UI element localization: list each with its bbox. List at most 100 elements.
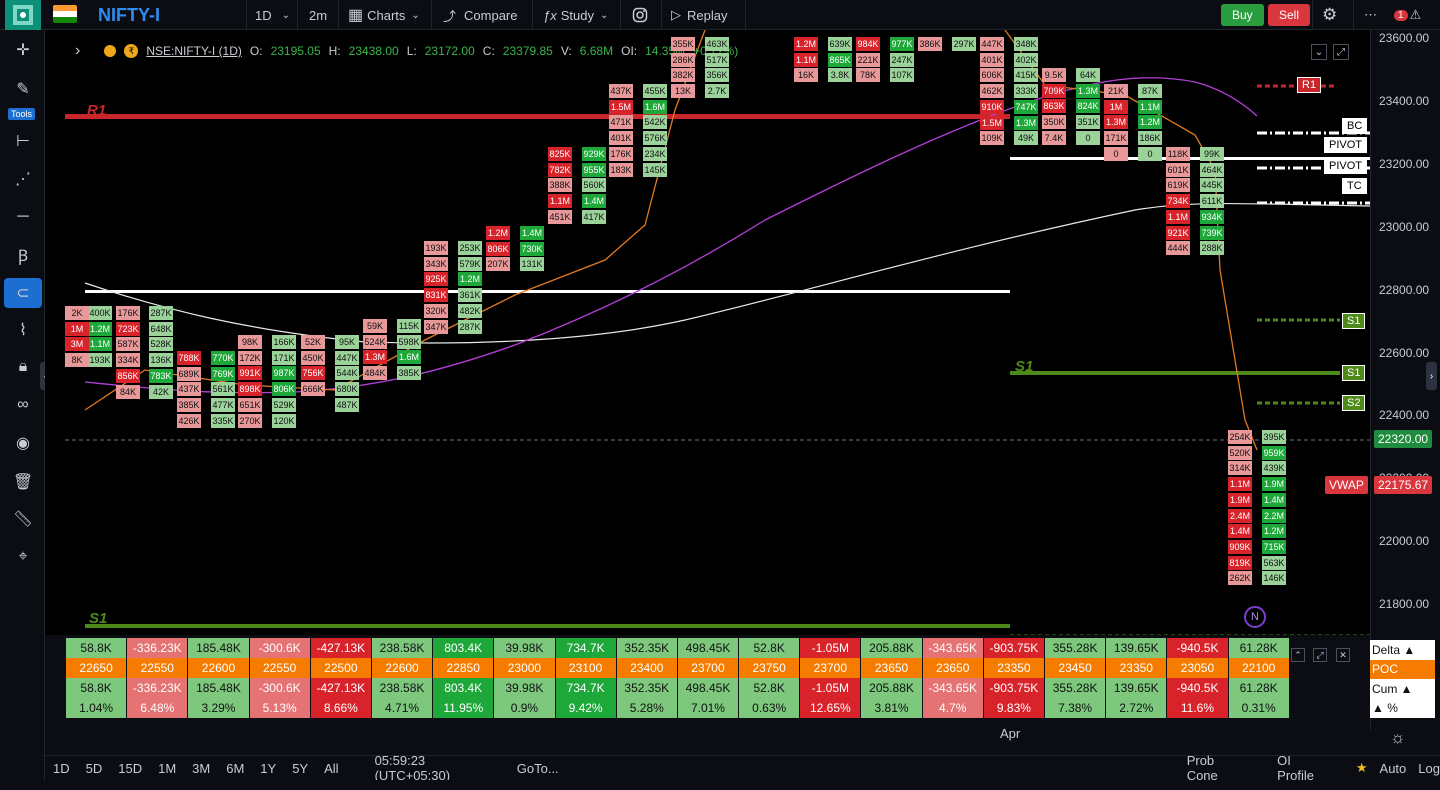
table-maximize-icon[interactable]: ⤢	[1313, 648, 1327, 662]
footprint-cell: 723K	[116, 321, 140, 336]
price-axis-label: 22600.00	[1379, 345, 1430, 360]
prob-cone-button[interactable]: Prob Cone	[1186, 753, 1218, 783]
vwap-label-tag: VWAP	[1325, 476, 1368, 494]
log-scale-button[interactable]: Log	[1418, 760, 1440, 776]
compare-button[interactable]: ⤴ Compare	[443, 0, 517, 30]
close-value: 23379.85	[502, 44, 553, 58]
table-cell: 22600	[371, 658, 434, 678]
table-collapse-icon[interactable]: ⌃	[1291, 648, 1305, 662]
footprint-cell: 417K	[582, 209, 606, 224]
table-cell: 22650	[66, 658, 128, 678]
range-all[interactable]: All	[324, 760, 339, 776]
table-cell: 12.65%	[800, 698, 862, 718]
maximize-icon[interactable]: ⤢	[1333, 44, 1349, 60]
cursor-icon[interactable]: ⌖	[18, 548, 28, 565]
chart-menu-chevron-icon[interactable]: ⌄	[1311, 44, 1327, 60]
price-axis-label: 23600.00	[1379, 31, 1430, 45]
footprint-cell: 247K	[890, 52, 914, 67]
range-1y[interactable]: 1Y	[260, 760, 277, 776]
auto-scale-button[interactable]: Auto	[1379, 760, 1407, 776]
footprint-cell: 107K	[890, 68, 914, 83]
crosshair-icon[interactable]: ✛	[16, 42, 30, 59]
expand-right-button[interactable]: ›	[1426, 362, 1437, 390]
footprint-cell: 1.2M	[486, 226, 510, 240]
study-button[interactable]: ƒx Study ⌄	[543, 0, 608, 30]
buy-button[interactable]: Buy	[1221, 4, 1264, 26]
news-icon[interactable]: N	[1244, 606, 1266, 628]
symbol-dot-icon	[104, 45, 117, 57]
footprint-cell: 1.2M	[1262, 524, 1286, 539]
percent-row: 1.04% 6.48% 3.29% 5.13% 8.66% 4.71% 11.95% 0.9%…	[66, 698, 1290, 718]
pencil-icon[interactable]: ✎	[16, 81, 30, 98]
footprint-cell: 98K	[238, 335, 262, 349]
table-cell: 23350	[1106, 658, 1168, 678]
measure-icon[interactable]: ⊢	[16, 133, 30, 150]
bottom-toolbar: 1D 5D 15D 1M 3M 6M 1Y 5Y All 05:59:23 (U…	[45, 753, 1440, 783]
footprint-cell: 2.2M	[1262, 508, 1286, 523]
replay-button[interactable]: ▷ Replay	[671, 0, 727, 30]
text-icon[interactable]: Ꞵ	[17, 248, 29, 265]
magnet-icon[interactable]: ⊂	[4, 278, 42, 308]
footprint-cell: 8K	[65, 353, 89, 368]
link-icon[interactable]: ∞	[17, 396, 29, 413]
range-1d[interactable]: 1D	[53, 760, 70, 776]
price-axis[interactable]: 23600.00 23400.00 23200.00 23000.00 22800.00…	[1370, 30, 1440, 730]
charts-menu-button[interactable]: ▦ Charts ⌄	[348, 0, 420, 30]
footprint-cell: 1.1M	[1228, 477, 1252, 492]
footprint-cell: 3.8K	[828, 68, 852, 83]
sub-interval-button[interactable]: 2m	[309, 7, 328, 23]
ticker-label[interactable]: NSE:NIFTY-I (1D)	[146, 44, 242, 58]
volume-value: 6.68M	[579, 44, 614, 58]
app-logo[interactable]	[5, 0, 41, 30]
footprint-cell: 13K	[671, 84, 695, 99]
table-cell: 205.88K	[861, 678, 923, 698]
range-5y[interactable]: 5Y	[292, 760, 309, 776]
footprint-cell: 1.6M	[643, 99, 667, 114]
star-icon[interactable]: ★	[1355, 760, 1368, 775]
footprint-cell: 171K	[1104, 131, 1128, 146]
r1-level-tag: R1	[1297, 77, 1322, 93]
footprint-cell: 598K	[397, 334, 421, 349]
expand-legend-icon[interactable]: ›	[75, 42, 81, 59]
interval-label: 1D	[255, 7, 272, 23]
pattern-icon[interactable]: ⋰	[15, 171, 31, 188]
trash-icon[interactable]: 🗑︎	[12, 474, 34, 491]
chart-canvas[interactable]: › ₹ NSE:NIFTY-I (1D) O: 23195.05 H: 23438.…	[45, 30, 1370, 635]
chevron-down-icon: ⌄	[599, 9, 609, 21]
lock-icon[interactable]: 🔒︎	[18, 358, 28, 375]
eye-icon[interactable]: ◉	[16, 435, 30, 452]
gear-icon[interactable]: ⚙	[1322, 5, 1338, 24]
range-3m[interactable]: 3M	[192, 760, 211, 776]
footprint-cell: 287K	[149, 306, 173, 320]
oi-profile-button[interactable]: OI Profile	[1277, 753, 1315, 783]
instagram-icon[interactable]	[632, 0, 648, 30]
range-6m[interactable]: 6M	[226, 760, 245, 776]
range-1m[interactable]: 1M	[158, 760, 177, 776]
goto-button[interactable]: GoTo...	[516, 760, 559, 776]
horizontal-line-icon[interactable]: ─	[17, 208, 29, 225]
more-options-icon[interactable]: ⋯	[1364, 7, 1377, 22]
table-cell: 352.35K	[616, 638, 678, 658]
sun-icon[interactable]: ☼	[1390, 728, 1406, 747]
table-cell: 3.29%	[188, 698, 250, 718]
range-5d[interactable]: 5D	[85, 760, 103, 776]
footprint-cell: 542K	[643, 115, 667, 130]
footprint-cell: 934K	[1200, 209, 1224, 224]
table-cell: 7.01%	[677, 698, 740, 718]
symbol-name[interactable]: NIFTY-I	[98, 4, 160, 25]
footprint-cell: 253K	[458, 241, 482, 255]
range-15d[interactable]: 15D	[118, 760, 143, 776]
s1-left-label: S1	[1015, 358, 1034, 375]
tools-label: Tools	[8, 108, 36, 120]
interval-selector[interactable]: 1D ⌄	[255, 0, 290, 30]
table-cell: 139.65K	[1106, 638, 1168, 658]
table-close-icon[interactable]: ✕	[1336, 648, 1350, 662]
table-cell: 238.58K	[371, 638, 434, 658]
alert-icon[interactable]: 1 ⚠	[1394, 0, 1421, 30]
footprint-cell: 176K	[116, 306, 140, 320]
table-cell: 23100	[555, 658, 617, 678]
ruler-icon[interactable]: 📏︎	[12, 511, 34, 528]
footprint-cell: 462K	[980, 84, 1004, 99]
sell-button[interactable]: Sell	[1268, 4, 1311, 26]
brush-icon[interactable]: ⌇	[19, 322, 27, 339]
